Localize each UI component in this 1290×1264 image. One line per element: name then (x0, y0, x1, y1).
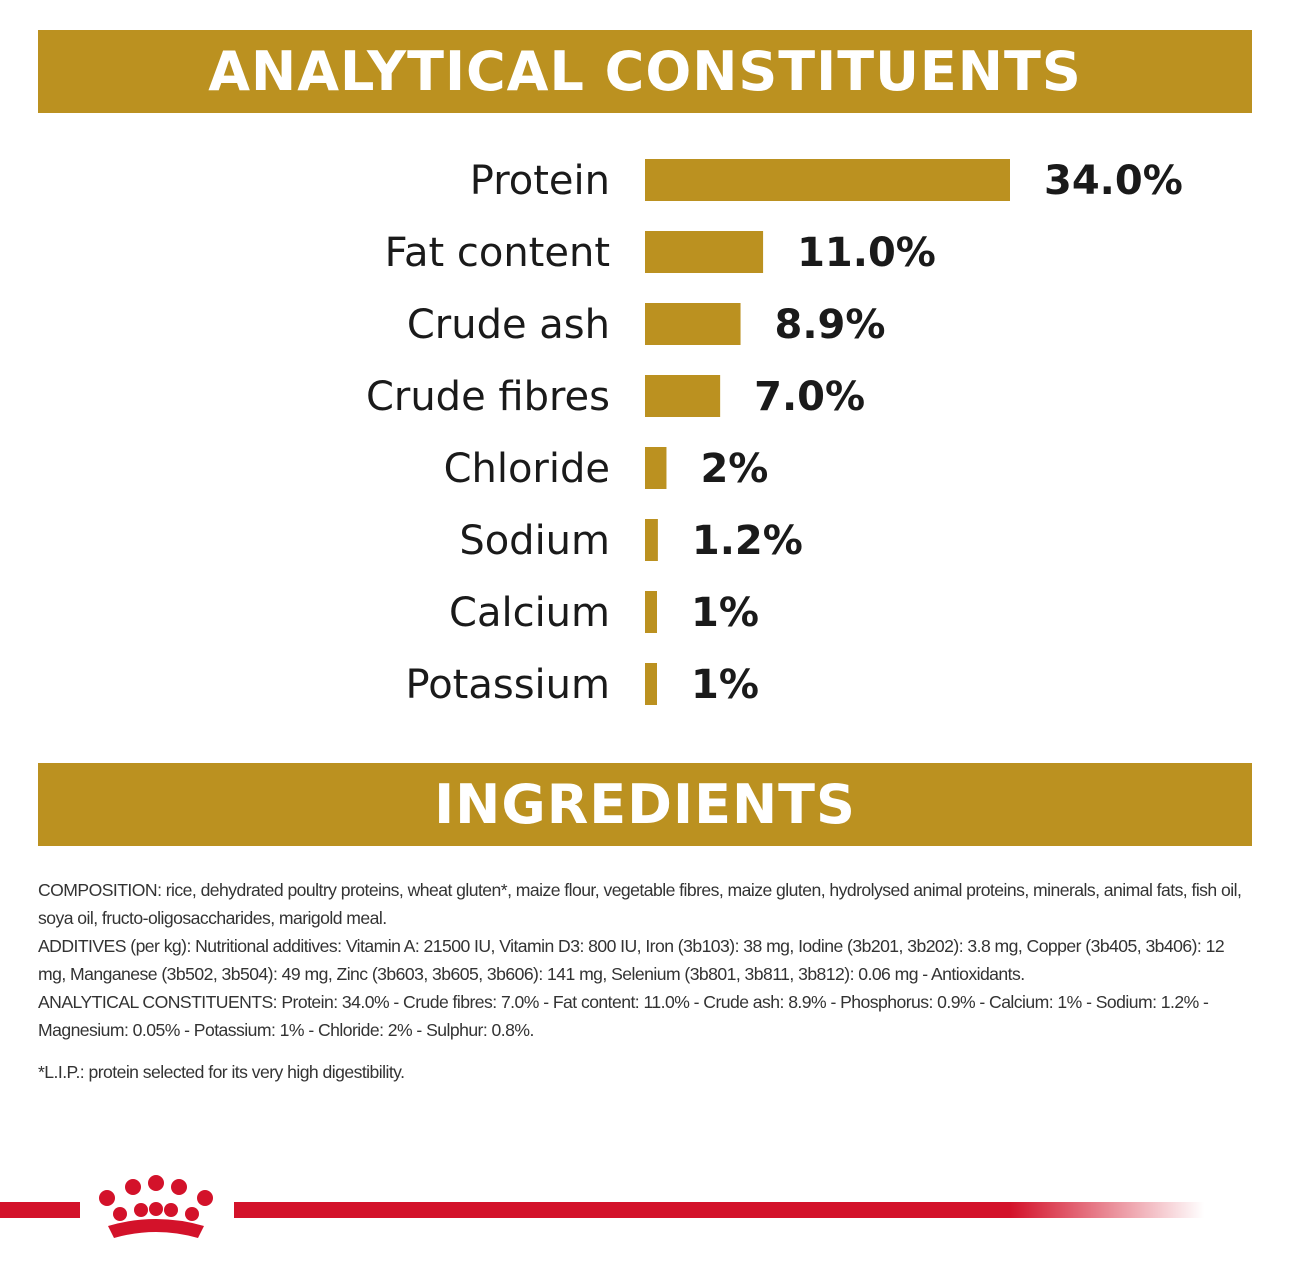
brand-line-right (234, 1202, 1204, 1218)
brand-line-left (0, 1202, 80, 1218)
value-label-crude-ash: 8.9% (775, 302, 886, 348)
category-label-sodium: Sodium (459, 518, 610, 564)
ingredients-header: INGREDIENTS (38, 763, 1252, 846)
value-label-chloride: 2% (700, 446, 768, 492)
value-label-sodium: 1.2% (692, 518, 803, 564)
category-label-crude-fibres: Crude fibres (366, 374, 610, 420)
value-label-crude-fibres: 7.0% (754, 374, 865, 420)
additives-text: ADDITIVES (per kg): Nutritional additive… (38, 936, 1225, 984)
category-label-protein: Protein (470, 158, 610, 204)
category-label-crude-ash: Crude ash (407, 302, 610, 348)
bar-protein (645, 159, 1010, 201)
analytical-constituents-text: ANALYTICAL CONSTITUENTS: Protein: 34.0% … (38, 992, 1209, 1040)
analytical-constituents-title: ANALYTICAL CONSTITUENTS (208, 40, 1082, 103)
bar-chloride (645, 447, 667, 489)
category-label-fat-content: Fat content (385, 230, 610, 276)
bar-potassium (645, 663, 657, 705)
value-label-fat-content: 11.0% (797, 230, 936, 276)
category-label-calcium: Calcium (449, 590, 610, 636)
bar-crude-fibres (645, 375, 721, 417)
bar-fat-content (645, 231, 764, 273)
value-label-potassium: 1% (691, 662, 759, 708)
composition-text: COMPOSITION: rice, dehydrated poultry pr… (38, 880, 1242, 928)
analytical-constituents-header: ANALYTICAL CONSTITUENTS (38, 30, 1252, 113)
bar-calcium (645, 591, 657, 633)
crown-logo-icon (99, 1175, 213, 1238)
value-label-calcium: 1% (691, 590, 759, 636)
ingredients-text-block: COMPOSITION: rice, dehydrated poultry pr… (38, 876, 1254, 1086)
footnote-text: *L.I.P.: protein selected for its very h… (38, 1062, 405, 1082)
category-label-chloride: Chloride (444, 446, 610, 492)
bar-sodium (645, 519, 658, 561)
category-label-potassium: Potassium (406, 662, 610, 708)
bar-crude-ash (645, 303, 741, 345)
ingredients-title: INGREDIENTS (434, 773, 856, 836)
brand-footer (0, 1175, 1204, 1238)
analytical-constituents-chart: Protein 34.0% Fat content 11.0% Crude ash 8.9… (366, 158, 1183, 708)
value-label-protein: 34.0% (1044, 158, 1183, 204)
